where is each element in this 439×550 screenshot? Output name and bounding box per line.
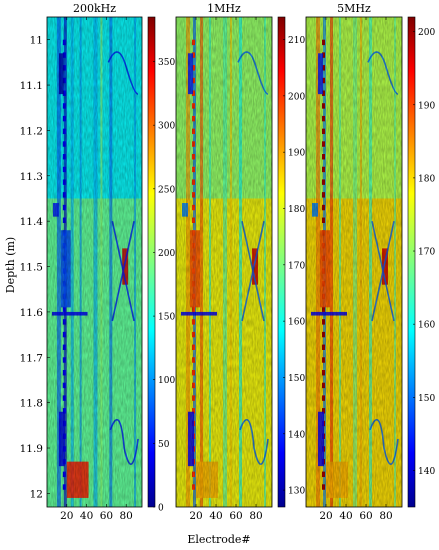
y-tick-label: 11.9 xyxy=(20,443,43,455)
colorbar-tick-label: 160 xyxy=(418,321,435,331)
colorbar-tick-label: 150 xyxy=(288,374,305,384)
colorbar-tick-label: 180 xyxy=(288,205,305,215)
y-tick-label: 12 xyxy=(30,488,43,500)
colorbar-tick-label: 200 xyxy=(418,28,435,38)
colorbar-gradient xyxy=(277,16,286,508)
colorbar-tick-label: 0 xyxy=(158,504,164,514)
colorbar-tick-label: 100 xyxy=(158,376,175,386)
colorbar-tick-label: 200 xyxy=(158,249,175,259)
x-tick-label: 20 xyxy=(319,510,332,522)
colorbar-tick-label: 150 xyxy=(418,394,435,404)
y-axis-label: Depth (m) xyxy=(4,237,17,293)
colorbar: 140 150 160 170 180 190 200 xyxy=(407,16,435,508)
colorbar-tick-label: 200 xyxy=(288,92,305,102)
colorbar-tick-label: 300 xyxy=(158,122,175,132)
y-tick-label: 11.5 xyxy=(20,262,43,274)
colorbar-tick-label: 140 xyxy=(418,467,435,477)
y-tick-label: 11.7 xyxy=(20,352,43,364)
colorbar: 0 50 100 150 200 250 300 350 xyxy=(147,16,175,514)
panel-3: 5MHz 20 40 60 80 140 150 160 170 180 190 200 xyxy=(305,2,435,522)
x-tick-label: 60 xyxy=(229,510,242,522)
colorbar-tick-label: 130 xyxy=(288,487,305,497)
y-tick-label: 11.1 xyxy=(20,80,43,92)
x-tick-label: 60 xyxy=(359,510,372,522)
colorbar-tick-label: 180 xyxy=(418,174,435,184)
colorbar-tick-label: 140 xyxy=(288,430,305,440)
x-axis-label: Electrode# xyxy=(187,533,250,546)
x-tick-label: 20 xyxy=(189,510,202,522)
panel-1: 200kHz 20 40 60 80 11 11.1 11.2 11.3 11.4 11.5 11.6… xyxy=(20,2,176,522)
y-tick-label: 11 xyxy=(30,35,43,47)
colorbar-tick-label: 160 xyxy=(288,318,305,328)
heatmap-texture xyxy=(47,17,142,507)
colorbar-tick-label: 50 xyxy=(158,440,170,450)
colorbar-tick-label: 190 xyxy=(288,149,305,159)
x-tick-label: 80 xyxy=(119,510,132,522)
y-tick-label: 11.8 xyxy=(20,398,43,410)
colorbar-tick-label: 250 xyxy=(158,185,175,195)
colorbar-tick-label: 350 xyxy=(158,58,175,68)
colorbar-tick-label: 170 xyxy=(288,261,305,271)
y-tick-label: 11.3 xyxy=(20,171,43,183)
colorbar-tick-label: 210 xyxy=(288,36,305,46)
y-tick-label: 11.4 xyxy=(20,216,44,228)
y-tick-label: 11.2 xyxy=(20,125,43,137)
panel-title: 1MHz xyxy=(207,2,241,15)
x-tick-label: 20 xyxy=(60,510,73,522)
x-tick-label: 80 xyxy=(249,510,262,522)
colorbar: 130 140 150 160 170 180 190 200 210 xyxy=(277,16,305,508)
colorbar-gradient xyxy=(147,16,156,508)
y-tick-label: 11.6 xyxy=(20,307,44,319)
x-tick-label: 80 xyxy=(379,510,392,522)
panel-title: 200kHz xyxy=(73,2,116,15)
colorbar-tick-label: 150 xyxy=(158,313,175,323)
x-tick-label: 40 xyxy=(209,510,222,522)
axes-frame xyxy=(175,16,273,508)
panel-title: 5MHz xyxy=(337,2,371,15)
colorbar-tick-label: 170 xyxy=(418,248,435,258)
axes-frame xyxy=(305,16,403,508)
colorbar-gradient xyxy=(407,16,416,508)
colorbar-tick-label: 190 xyxy=(418,101,435,111)
axes-frame xyxy=(46,16,143,508)
heatmap-texture xyxy=(176,17,272,507)
x-tick-label: 60 xyxy=(100,510,113,522)
x-tick-label: 40 xyxy=(339,510,352,522)
x-tick-label: 40 xyxy=(80,510,93,522)
heatmap-texture xyxy=(306,17,402,507)
panel-2: 1MHz 20 40 60 80 130 140 150 160 170 180 190 200 210 xyxy=(175,2,305,522)
